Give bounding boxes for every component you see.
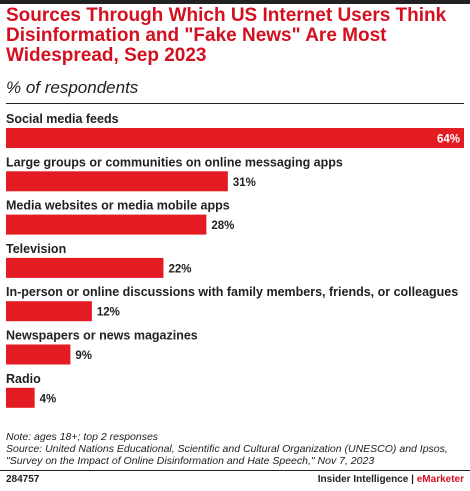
category-label: Newspapers or news magazines	[6, 329, 198, 343]
chart-title: Sources Through Which US Internet Users …	[6, 5, 447, 66]
bar-6	[6, 344, 71, 365]
subtitle-rule	[6, 103, 464, 104]
chart-id: 284757	[6, 474, 40, 485]
bar-5	[6, 301, 92, 322]
credit-main: Insider Intelligence	[317, 474, 409, 485]
category-label: Radio	[6, 372, 41, 386]
credit-separator: |	[408, 474, 417, 485]
footer: 284757 Insider Intelligence | eMarketer	[6, 474, 464, 485]
category-label: In-person or online discussions with fam…	[6, 285, 458, 299]
bar-chart: Social media feeds 64% Large groups or com…	[6, 112, 464, 408]
top-rule	[0, 0, 470, 4]
footer-rule	[0, 470, 470, 471]
category-label: Media websites or media mobile apps	[6, 199, 230, 213]
credit: Insider Intelligence | eMarketer	[318, 474, 464, 485]
bar-1	[6, 128, 464, 148]
credit-brand: eMarketer	[416, 474, 464, 485]
chart-subtitle: % of respondents	[6, 78, 139, 97]
value-label: 31%	[233, 177, 256, 189]
value-label: 22%	[168, 263, 191, 275]
chart-notes: Note: ages 18+; top 2 responses Source: …	[6, 431, 466, 467]
bar-3	[6, 214, 207, 235]
value-label: 4%	[40, 393, 57, 405]
bar-4	[6, 257, 164, 278]
bar-7	[6, 387, 35, 408]
source-text: Source: United Nations Educational, Scie…	[6, 443, 448, 467]
bar-2	[6, 171, 228, 192]
category-label: Social media feeds	[6, 112, 119, 126]
note-text: Note: ages 18+; top 2 responses	[6, 431, 159, 443]
value-label: 12%	[97, 307, 120, 319]
category-label: Television	[6, 242, 66, 256]
value-label: 64%	[437, 134, 460, 146]
value-label: 9%	[75, 350, 92, 362]
value-label: 28%	[211, 220, 234, 232]
category-label: Large groups or communities on online me…	[6, 155, 343, 169]
